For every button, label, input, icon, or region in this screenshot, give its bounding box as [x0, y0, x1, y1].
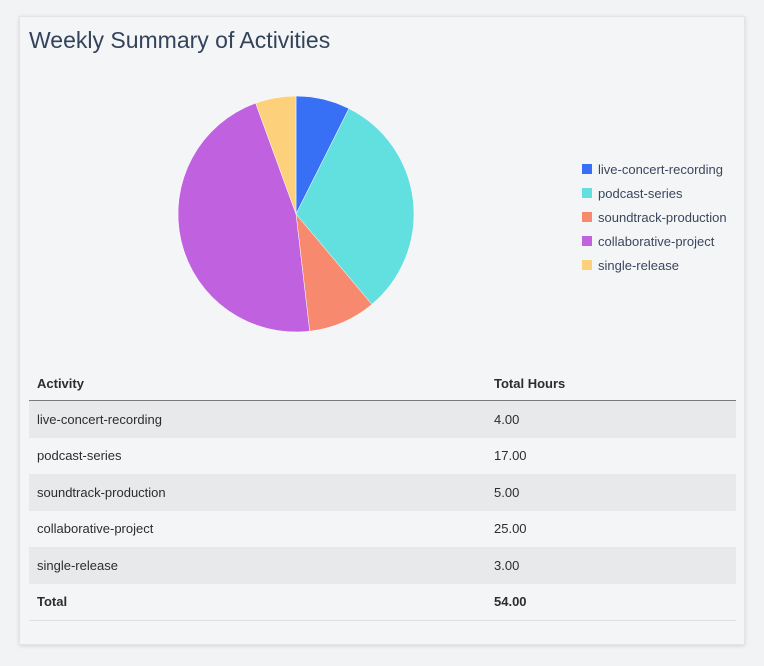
- pie-slice-podcast-series[interactable]: [295, 108, 415, 305]
- table-row: collaborative-project 25.00: [29, 511, 736, 548]
- legend-swatch: [582, 188, 592, 198]
- legend-label: collaborative-project: [598, 233, 715, 249]
- activity-table: Activity Total Hours live-concert-record…: [29, 366, 736, 621]
- table-row: live-concert-recording 4.00: [29, 400, 736, 438]
- header-total-hours: Total Hours: [486, 366, 736, 401]
- summary-card: Weekly Summary of Activities live-concer…: [19, 16, 745, 645]
- activity-cell: soundtrack-production: [29, 474, 486, 511]
- legend-label: single-release: [598, 257, 679, 273]
- hours-cell: 5.00: [486, 474, 736, 511]
- activity-cell: podcast-series: [37, 448, 122, 464]
- hours-cell: 4.00: [486, 400, 736, 438]
- total-label: Total: [29, 583, 486, 621]
- legend: live-concert-recording podcast-series soun…: [582, 157, 727, 277]
- hours-cell: 25.00: [494, 521, 527, 537]
- activity-cell: collaborative-project: [37, 521, 154, 537]
- legend-item-podcast-series[interactable]: podcast-series: [582, 181, 727, 205]
- header-activity: Activity: [29, 366, 486, 401]
- activity-cell: single-release: [29, 547, 486, 584]
- legend-item-soundtrack-production[interactable]: soundtrack-production: [582, 205, 727, 229]
- legend-item-live-concert-recording[interactable]: live-concert-recording: [582, 157, 727, 181]
- legend-swatch: [582, 212, 592, 222]
- legend-item-single-release[interactable]: single-release: [582, 253, 727, 277]
- legend-label: live-concert-recording: [598, 161, 723, 177]
- page-title: Weekly Summary of Activities: [29, 27, 331, 53]
- total-row: Total 54.00: [29, 583, 736, 621]
- activity-cell: live-concert-recording: [29, 400, 486, 438]
- table-row: podcast-series 17.00: [29, 438, 736, 475]
- legend-swatch: [582, 164, 592, 174]
- total-value: 54.00: [486, 583, 736, 621]
- table-row: single-release 3.00: [29, 547, 736, 584]
- legend-item-collaborative-project[interactable]: collaborative-project: [582, 229, 727, 253]
- legend-swatch: [582, 260, 592, 270]
- hours-cell: 17.00: [494, 448, 527, 464]
- pie-chart: [177, 95, 415, 333]
- legend-label: soundtrack-production: [598, 209, 727, 225]
- pie-slice-single-release[interactable]: [255, 95, 297, 215]
- legend-swatch: [582, 236, 592, 246]
- legend-label: podcast-series: [598, 185, 683, 201]
- pie-slice-collaborative-project[interactable]: [177, 102, 310, 333]
- hours-cell: 3.00: [486, 547, 736, 584]
- table-row: soundtrack-production 5.00: [29, 474, 736, 511]
